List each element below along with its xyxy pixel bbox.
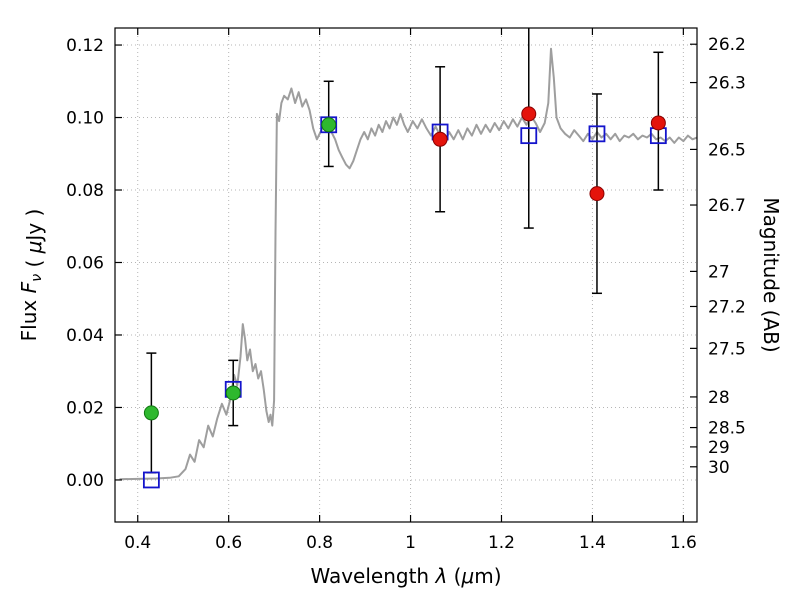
observed-photometry-infrared-point: [650, 115, 666, 131]
observed-photometry-infrared-point: [521, 106, 537, 122]
y-axis-label-right: Magnitude (AB): [759, 197, 783, 352]
model-photometry-point: [142, 471, 160, 489]
x-tick-label: 1.2: [488, 533, 515, 553]
y-tick-label-right: 28: [708, 388, 730, 408]
y-tick-label-left: 0.02: [66, 398, 104, 418]
y-tick-label-right: 26.7: [708, 196, 746, 216]
y-tick-label-left: 0.08: [66, 181, 104, 201]
y-tick-label-left: 0.12: [66, 36, 104, 56]
y-tick-label-left: 0.10: [66, 109, 104, 129]
y-tick-label-right: 26.5: [708, 140, 746, 160]
model-photometry-point: [520, 127, 538, 145]
axis-ticks: [115, 28, 697, 522]
observed-photometry-optical-point: [143, 405, 159, 421]
observed-photometry-group: [143, 106, 666, 421]
y-tick-label-left: 0.06: [66, 253, 104, 273]
y-tick-label-right: 29: [708, 438, 730, 458]
model-spectrum-line: [119, 47, 697, 481]
y-tick-label-right: 26.2: [708, 35, 746, 55]
x-tick-label: 0.4: [124, 533, 151, 553]
y-tick-label-right: 27: [708, 262, 730, 282]
x-tick-label: 1.4: [579, 533, 606, 553]
x-tick-label: 0.6: [215, 533, 242, 553]
y-axis-label-left: Flux Fν ( μJy ): [17, 209, 46, 342]
y-tick-label-right: 27.2: [708, 297, 746, 317]
x-axis-label: Wavelength λ (μm): [310, 564, 501, 588]
y-tick-label-right: 26.3: [708, 74, 746, 94]
y-tick-label-right: 28.5: [708, 419, 746, 439]
model-photometry-point: [588, 125, 606, 143]
y-tick-label-left: 0.00: [66, 471, 104, 491]
x-tick-label: 1.6: [670, 533, 697, 553]
y-tick-label-left: 0.04: [66, 326, 104, 346]
x-tick-label: 1: [405, 533, 416, 553]
observed-photometry-infrared-point: [589, 186, 605, 202]
observed-photometry-optical-point: [321, 117, 337, 133]
observed-photometry-optical-point: [225, 385, 241, 401]
y-tick-label-right: 27.5: [708, 339, 746, 359]
y-tick-label-right: 30: [708, 458, 730, 478]
observed-photometry-infrared-point: [432, 131, 448, 147]
plot-frame: [114, 27, 698, 523]
x-tick-label: 0.8: [306, 533, 333, 553]
